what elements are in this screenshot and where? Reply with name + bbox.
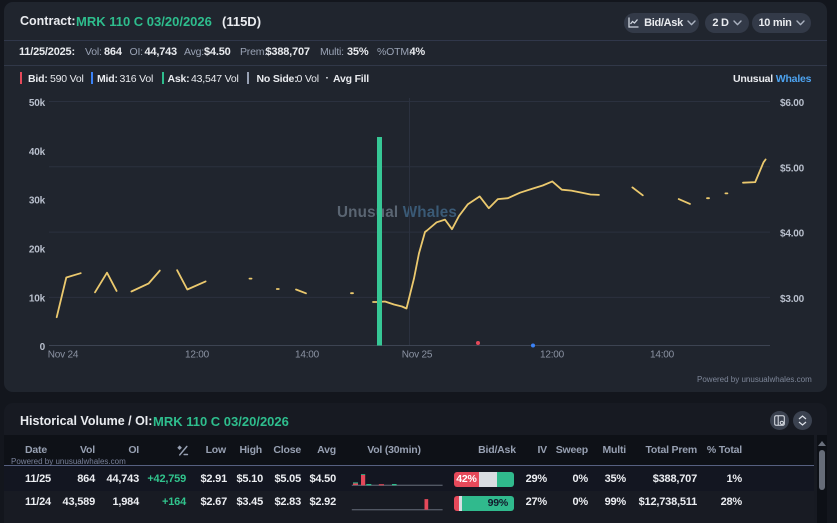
svg-text:40k: 40k [29,147,46,158]
svg-text:20k: 20k [29,245,46,256]
svg-text:$4.00: $4.00 [780,229,805,240]
svg-text:$6.00: $6.00 [780,98,805,109]
svg-text:12:00: 12:00 [185,350,210,361]
svg-text:14:00: 14:00 [295,350,320,361]
svg-text:30k: 30k [29,196,46,207]
svg-text:12:00: 12:00 [540,350,565,361]
svg-text:$5.00: $5.00 [780,163,805,174]
svg-text:10k: 10k [29,293,46,304]
svg-text:$3.00: $3.00 [780,294,805,305]
svg-text:14:00: 14:00 [650,350,675,361]
svg-text:50k: 50k [29,98,46,109]
svg-text:0: 0 [40,342,46,353]
svg-text:Nov 24: Nov 24 [48,350,79,361]
svg-text:Nov 25: Nov 25 [402,350,433,361]
